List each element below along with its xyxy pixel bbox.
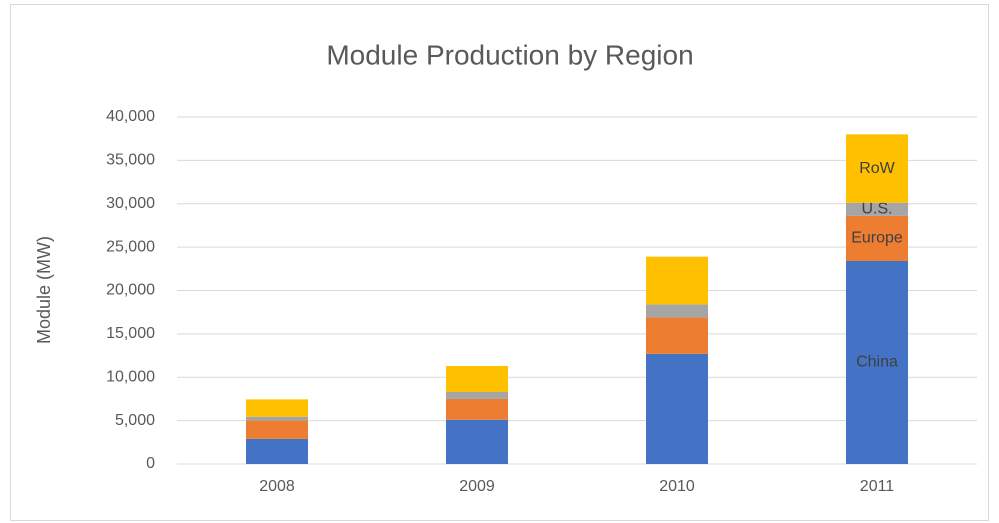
- bar-segment: [446, 391, 508, 399]
- segment-label: RoW: [859, 160, 895, 177]
- bar-segment: [846, 202, 908, 216]
- y-tick-label: 5,000: [115, 412, 155, 429]
- bar-segment: [846, 215, 908, 262]
- y-tick-label: 25,000: [106, 238, 155, 255]
- y-tick-label: 0: [146, 455, 155, 472]
- bar-segment: [446, 365, 508, 392]
- bar-segment: [646, 317, 708, 354]
- y-tick-label: 40,000: [106, 108, 155, 125]
- bar-segment: [646, 304, 708, 318]
- segment-label: Europe: [851, 230, 903, 247]
- y-tick-label: 20,000: [106, 282, 155, 299]
- bar-segment: [246, 438, 308, 464]
- bar-segment: [646, 353, 708, 464]
- bar-segment: [846, 134, 908, 203]
- y-axis-label: Module (MW): [34, 236, 54, 344]
- bar-segment: [246, 416, 308, 421]
- bar-segment: [446, 398, 508, 420]
- x-tick-label: 2009: [459, 478, 495, 495]
- x-tick-label: 2011: [860, 478, 895, 495]
- x-tick-label: 2010: [659, 478, 695, 495]
- y-tick-label: 35,000: [106, 152, 155, 169]
- bar-segment: [446, 419, 508, 464]
- bar-segment: [246, 399, 308, 417]
- segment-label: U.S.: [861, 201, 892, 218]
- bar-segment: [846, 261, 908, 464]
- bar-segment: [246, 420, 308, 439]
- segment-label: China: [856, 354, 898, 371]
- y-tick-label: 10,000: [106, 368, 155, 385]
- y-tick-label: 30,000: [106, 195, 155, 212]
- x-tick-label: 2008: [259, 478, 295, 495]
- bar-segment: [646, 256, 708, 305]
- chart-title: Module Production by Region: [326, 39, 693, 70]
- y-tick-label: 15,000: [106, 325, 155, 342]
